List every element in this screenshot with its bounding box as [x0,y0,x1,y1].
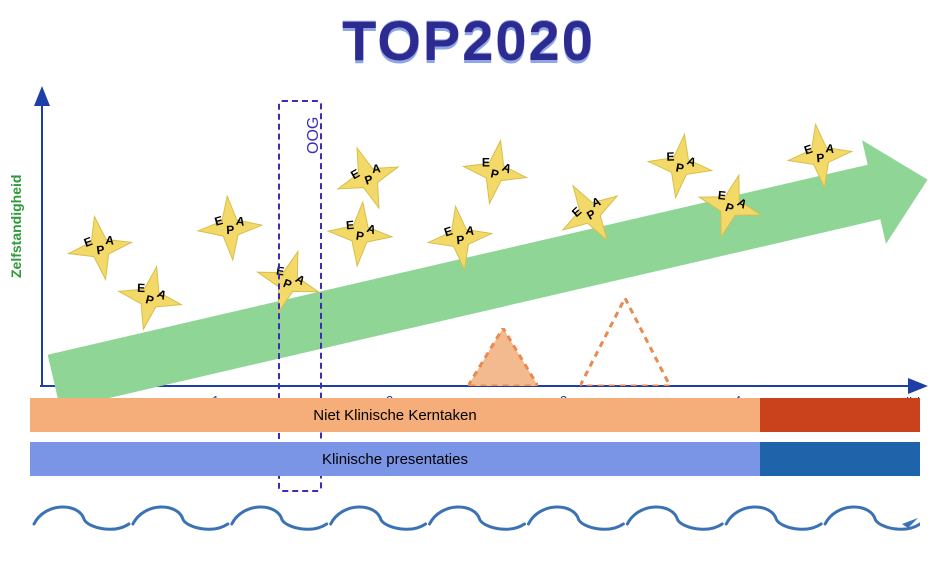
epa-star: EPA [458,135,532,209]
bar-label: Klinische presentaties [322,451,468,468]
bar-end-segment [760,398,920,432]
epa-star: EPA [195,193,264,262]
svg-text:E: E [717,188,726,203]
bars-area: Niet Klinische Kerntaken Klinische prese… [30,398,920,486]
svg-text:E: E [137,281,145,295]
chart-area: Zelfstandigheid tijd 1234 EPAEPAEPAEPAEP… [30,98,920,388]
bar-end-segment [760,442,920,476]
svg-text:A: A [105,233,115,248]
oog-label: OOG [305,117,323,154]
epa-star: EPA [690,166,769,245]
svg-text:P: P [355,229,365,244]
svg-text:E: E [666,150,674,164]
svg-text:A: A [825,141,835,156]
svg-text:P: P [226,223,235,237]
epa-star: EPA [644,130,716,202]
bar-label: Niet Klinische Kerntaken [313,407,476,424]
epa-star: EPA [424,202,496,274]
svg-text:E: E [482,155,490,169]
svg-text:P: P [456,233,465,248]
waves [30,494,920,538]
epa-star: EPA [327,137,409,219]
bar-klinische: Klinische presentaties [30,442,920,476]
epa-star: EPA [784,120,856,192]
svg-text:E: E [345,218,354,233]
epa-star: EPA [112,260,188,336]
epa-star: EPA [546,169,634,257]
svg-text:A: A [465,223,475,238]
y-axis-label: Zelfstandigheid [8,175,24,278]
svg-text:P: P [816,151,825,166]
epa-star: EPA [325,199,394,268]
epa-star: EPA [63,211,137,285]
page-title: TOP2020 [0,8,937,73]
stars-layer: EPAEPAEPAEPAEPAEPAEPAEPAEPAEPAEPAEPA [30,98,920,388]
svg-text:A: A [371,161,381,176]
bar-niet-klinische: Niet Klinische Kerntaken [30,398,920,432]
